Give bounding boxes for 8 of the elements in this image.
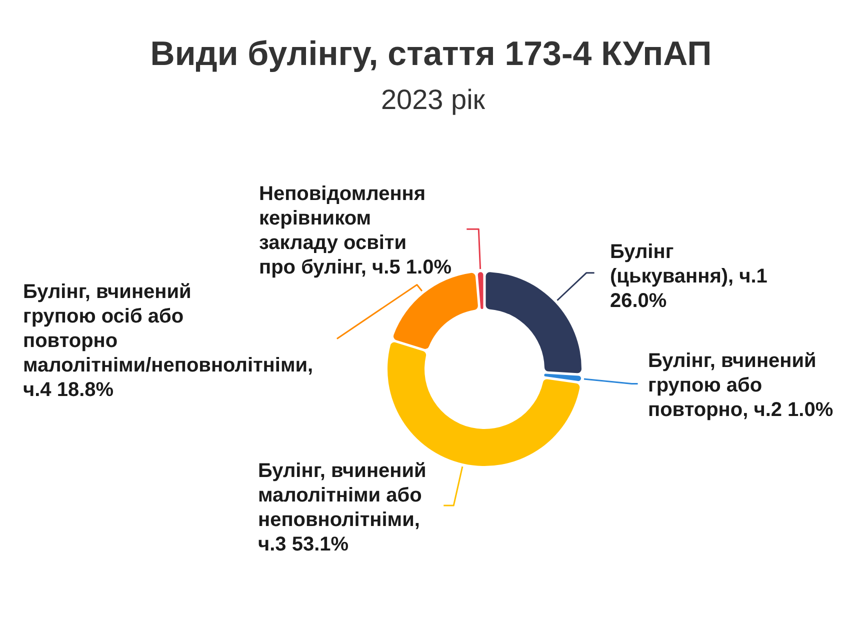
slice-label: Неповідомлення керівником закладу освіти про булінг, ч.5 1.0% xyxy=(259,183,452,278)
chart-title: Види булінгу, стаття 173-4 КУпАП xyxy=(150,35,712,73)
slice-label: Булінг (цькування), ч.1 xyxy=(610,241,768,288)
chart-subtitle: 2023 рік xyxy=(380,84,486,115)
slice-label: Булінг, вчинений групою або повторно, ч.2 1.0% xyxy=(648,350,834,421)
data-label: 26.0% xyxy=(610,290,667,312)
slice-label: Булінг, вчинений групою осіб або повторно малолітніми/неповнолітніми, ч.4 18.8% xyxy=(23,281,314,401)
slice-label: Булінг, вчинений малолітніми або неповнолітніми, ч.3 53.1% xyxy=(258,460,426,556)
